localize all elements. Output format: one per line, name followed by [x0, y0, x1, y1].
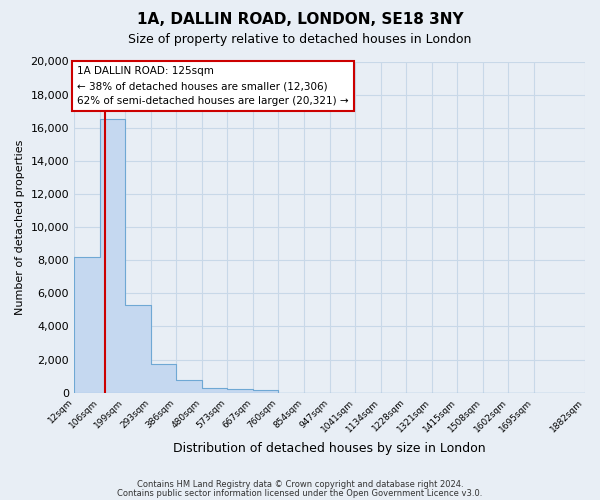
Text: 1A DALLIN ROAD: 125sqm
← 38% of detached houses are smaller (12,306)
62% of semi: 1A DALLIN ROAD: 125sqm ← 38% of detached… [77, 66, 349, 106]
X-axis label: Distribution of detached houses by size in London: Distribution of detached houses by size … [173, 442, 486, 455]
Text: Contains HM Land Registry data © Crown copyright and database right 2024.: Contains HM Land Registry data © Crown c… [137, 480, 463, 489]
Text: Size of property relative to detached houses in London: Size of property relative to detached ho… [128, 32, 472, 46]
Text: Contains public sector information licensed under the Open Government Licence v3: Contains public sector information licen… [118, 488, 482, 498]
Text: 1A, DALLIN ROAD, LONDON, SE18 3NY: 1A, DALLIN ROAD, LONDON, SE18 3NY [137, 12, 463, 28]
Y-axis label: Number of detached properties: Number of detached properties [15, 140, 25, 315]
